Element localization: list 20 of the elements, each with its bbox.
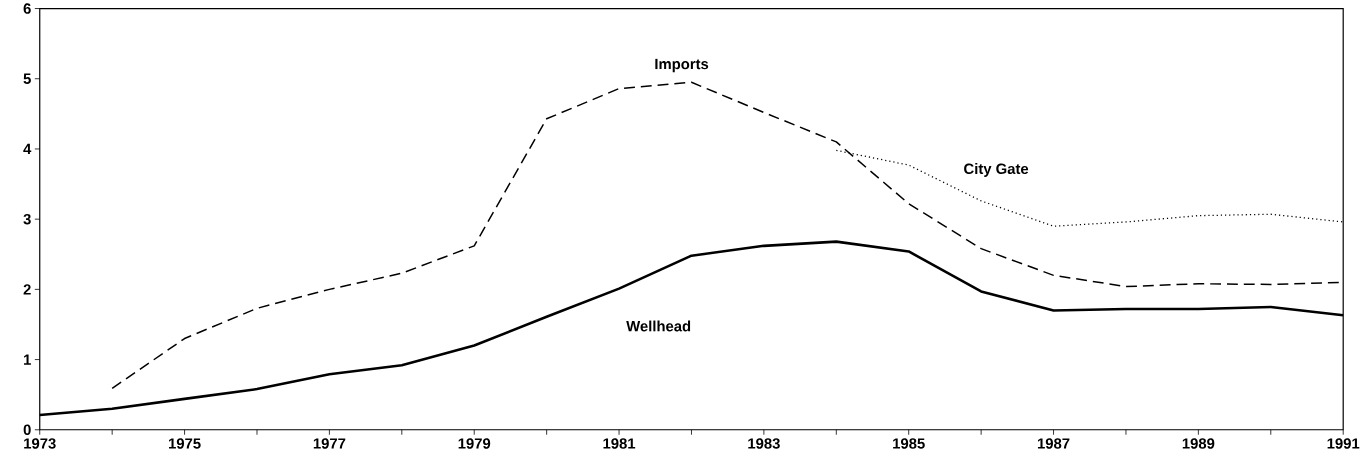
x-tick-label: 1991	[1327, 438, 1360, 449]
x-tick-label: 1989	[1182, 438, 1215, 449]
y-tick-label: 6	[23, 3, 31, 15]
y-tick-label: 3	[23, 214, 31, 225]
x-tick-label: 1987	[1037, 438, 1070, 449]
x-tick-label: 1979	[458, 438, 491, 449]
x-tick-label: 1975	[168, 438, 201, 449]
x-tick-label: 1973	[24, 438, 56, 449]
y-tick-label: 5	[23, 73, 31, 85]
series-label: City Gate	[964, 163, 1029, 178]
y-tick-label: 0	[23, 424, 31, 436]
series-label: Imports	[655, 59, 709, 73]
x-tick-label: 1981	[603, 438, 636, 449]
x-tick-label: 1977	[313, 438, 346, 449]
x-tick-label: 1985	[893, 438, 925, 449]
y-tick-label: 1	[24, 354, 31, 365]
y-tick-label: 2	[23, 284, 31, 295]
y-tick-label: 4	[23, 144, 32, 155]
x-tick-label: 1983	[748, 438, 780, 449]
text: Wellhead	[626, 320, 691, 332]
